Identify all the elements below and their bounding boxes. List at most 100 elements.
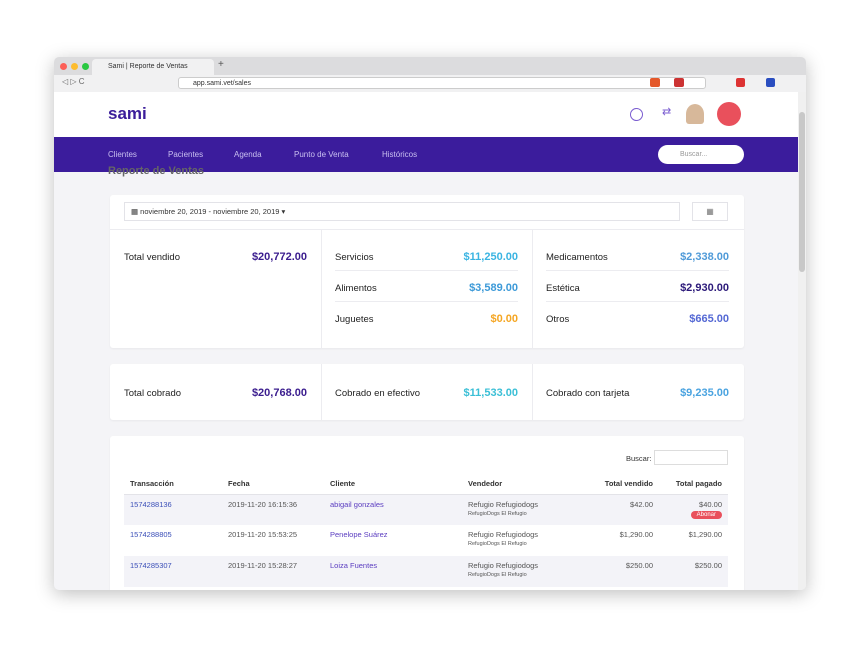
- date-text: 2019-11-20 16:15:36: [228, 499, 298, 509]
- transactions-card: Buscar: Transacción Fecha Cliente Vendedor T…: [110, 436, 744, 590]
- new-tab-button[interactable]: +: [218, 59, 224, 70]
- total-paid-text: $40.00: [699, 499, 722, 509]
- seller-text: Refugio Refugiodogs: [468, 499, 539, 509]
- tab[interactable]: Sami | Reporte de Ventas: [92, 59, 214, 75]
- column-header[interactable]: Cliente: [330, 478, 356, 488]
- tab-bar: Sami | Reporte de Ventas +: [54, 57, 806, 75]
- date-range: noviembre 20, 2019 - noviembre 20, 2019: [140, 207, 280, 216]
- client: Loiza Fuentes: [324, 556, 462, 587]
- calendar-button[interactable]: ▦: [692, 202, 728, 221]
- logo[interactable]: sami: [108, 104, 147, 123]
- seller-sub: RefugioDogs El Refugio: [468, 510, 527, 517]
- nav-bar: Buscar... Clientes Pacientes Agenda Punto d…: [54, 137, 798, 172]
- category-value: $3,589.00: [469, 282, 518, 294]
- close-button[interactable]: [60, 63, 67, 70]
- table-row: 1574288136 2019-11-20 16:15:36 abigail gon…: [124, 494, 728, 525]
- date: 2019-11-20 15:53:25: [222, 525, 324, 556]
- search-field[interactable]: Buscar...: [658, 145, 744, 164]
- collected-label: Cobrado en efectivo: [335, 388, 421, 399]
- help-icon[interactable]: [630, 108, 643, 121]
- extension-icon[interactable]: [674, 78, 684, 87]
- date: 2019-11-20 16:15:36: [222, 494, 324, 525]
- browser-window: Sami | Reporte de Ventas + ◁ ▷ C app.sam…: [54, 57, 806, 590]
- category-value: $2,338.00: [680, 251, 729, 263]
- transaction-id: 1574285307: [124, 556, 222, 587]
- column-header[interactable]: Fecha: [228, 478, 250, 488]
- transaction-id-text: 1574288805: [130, 530, 172, 539]
- seller: Refugio Refugiodogs RefugioDogs El Refugi…: [462, 556, 589, 587]
- extension-icon[interactable]: [766, 78, 775, 87]
- column-header[interactable]: Total pagado: [675, 478, 722, 488]
- seller-sub: RefugioDogs El Refugio: [468, 541, 527, 547]
- avatar[interactable]: [686, 104, 704, 124]
- table-search-label: Buscar:: [626, 454, 652, 463]
- scroll-thumb[interactable]: [799, 112, 805, 272]
- nav-item[interactable]: Clientes: [108, 150, 137, 159]
- table-row: 1574285307 2019-11-20 15:28:27 Loiza Fuent…: [124, 556, 728, 587]
- column-header[interactable]: Total vendido: [604, 478, 653, 488]
- address-bar: ◁ ▷ C app.sami.vet/sales: [54, 75, 806, 93]
- row-divider: [335, 301, 518, 302]
- logout-button[interactable]: [717, 102, 741, 126]
- category-label: Alimentos: [335, 283, 377, 294]
- client-text[interactable]: Penelope Suárez: [330, 530, 388, 539]
- total-sold-label: Total vendido: [124, 252, 180, 263]
- seller: Refugio Refugiodogs RefugioDogs El Refugi…: [462, 525, 589, 556]
- nav-item[interactable]: Punto de Venta: [294, 150, 349, 159]
- header-row: Transacción Fecha Cliente Vendedor Total ven…: [124, 473, 728, 494]
- column-header[interactable]: Vendedor: [468, 478, 503, 488]
- row-divider: [546, 301, 729, 302]
- category-value: $11,250.00: [463, 251, 518, 263]
- category-value: $665.00: [689, 313, 729, 325]
- nav-buttons[interactable]: ◁ ▷ C: [62, 77, 85, 86]
- transaction-id-text: 1574288136: [130, 499, 172, 509]
- collected-value: $9,235.00: [680, 387, 729, 399]
- table-search-input[interactable]: [654, 450, 728, 465]
- url-field[interactable]: app.sami.vet/sales: [178, 77, 706, 89]
- category-value: $0.00: [490, 313, 518, 325]
- divider: [110, 229, 744, 230]
- column-divider: [532, 364, 533, 420]
- collected-value: $11,533.00: [463, 387, 518, 399]
- minimize-button[interactable]: [71, 63, 78, 70]
- total-sold-value: $20,772.00: [251, 251, 307, 263]
- category-label: Estética: [546, 283, 580, 294]
- total-sold: $1,290.00: [589, 525, 659, 556]
- seller-sub: RefugioDogs El Refugio: [468, 572, 527, 578]
- column-divider: [532, 229, 533, 348]
- date-range-picker[interactable]: ▦ noviembre 20, 2019 - noviembre 20, 201…: [124, 202, 680, 221]
- client: Penelope Suárez: [324, 525, 462, 556]
- calendar-icon: ▦: [131, 207, 141, 216]
- sales-card: ▦ noviembre 20, 2019 - noviembre 20, 201…: [110, 195, 744, 348]
- nav-item[interactable]: Históricos: [382, 150, 418, 159]
- collected-value: $20,768.00: [251, 387, 307, 399]
- collected-card: Total cobrado $20,768.00 Cobrado en efecti…: [110, 364, 744, 420]
- total-paid-text: $1,290.00: [688, 530, 722, 539]
- category-value: $2,930.00: [680, 282, 729, 294]
- client-text[interactable]: abigail gonzales: [330, 499, 384, 509]
- extension-icon[interactable]: [650, 78, 660, 87]
- nav-item[interactable]: Agenda: [234, 150, 262, 159]
- extension-icon[interactable]: [736, 78, 745, 87]
- total-sold-text: $250.00: [625, 561, 653, 570]
- switch-icon[interactable]: ⇄: [662, 106, 672, 118]
- total-sold-text: $1,290.00: [619, 530, 653, 539]
- client: abigail gonzales: [324, 494, 462, 525]
- total-sold-text: $42.00: [630, 499, 653, 509]
- row-divider: [335, 270, 518, 271]
- seller-text: Refugio Refugiodogs: [468, 530, 539, 539]
- nav-item[interactable]: Pacientes: [168, 150, 204, 159]
- seller-text: Refugio Refugiodogs: [468, 561, 539, 570]
- badge[interactable]: Abonar: [690, 510, 722, 519]
- date: 2019-11-20 15:28:27: [222, 556, 324, 587]
- collected-label: Cobrado con tarjeta: [546, 388, 630, 399]
- transaction-id-text: 1574285307: [130, 561, 172, 570]
- transaction-id: 1574288805: [124, 525, 222, 556]
- date-text: 2019-11-20 15:28:27: [228, 561, 298, 570]
- client-text[interactable]: Loiza Fuentes: [330, 561, 378, 570]
- maximize-button[interactable]: [82, 63, 89, 70]
- total-sold: $250.00: [589, 556, 659, 587]
- column-header[interactable]: Transacción: [130, 478, 174, 488]
- category-label: Otros: [546, 314, 570, 325]
- transaction-id: 1574288136: [124, 494, 222, 525]
